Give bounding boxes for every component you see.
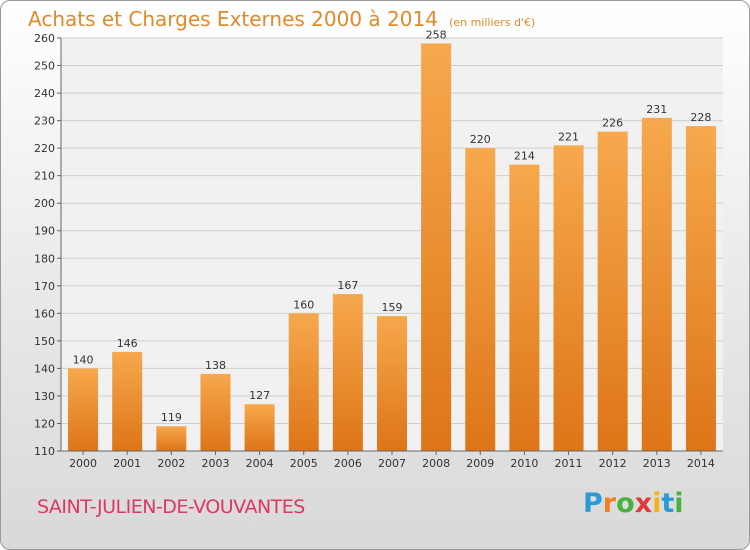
axes: 110 120 130 140 150 160 170 180 190 200 210 220 230 2… <box>34 32 723 470</box>
data-label-2002: 119 <box>161 411 182 424</box>
bar-2006 <box>332 294 363 451</box>
y-tick-label: 170 <box>34 280 55 293</box>
bar-2008 <box>421 43 452 452</box>
data-label-2004: 127 <box>249 389 270 402</box>
x-tick-label-2002: 2002 <box>157 457 185 470</box>
data-label-2000: 140 <box>73 353 94 366</box>
y-tick-label: 130 <box>34 390 55 403</box>
chart-unit: (en milliers d'€) <box>449 16 536 29</box>
data-label-2003: 138 <box>205 359 226 372</box>
y-tick-label: 150 <box>34 335 55 348</box>
x-tick-label-2003: 2003 <box>201 457 229 470</box>
y-tick-label: 140 <box>34 362 55 375</box>
bar-2010 <box>509 164 540 452</box>
y-tick-label: 120 <box>34 417 55 430</box>
bar-2011 <box>553 145 584 451</box>
x-tick-label-2004: 2004 <box>246 457 274 470</box>
bar-2004 <box>244 404 275 451</box>
x-tick-label-2007: 2007 <box>378 457 406 470</box>
y-tick-label: 210 <box>34 170 55 183</box>
x-tick-label-2012: 2012 <box>599 457 627 470</box>
bar-2012 <box>597 131 628 451</box>
x-tick-label-2000: 2000 <box>69 457 97 470</box>
y-tick-label: 240 <box>34 87 55 100</box>
data-label-2008: 258 <box>426 29 447 42</box>
data-label-2009: 220 <box>470 133 491 146</box>
data-label-2013: 231 <box>646 103 667 116</box>
proxiti-logo: Proxiti <box>583 488 684 519</box>
chart-title: Achats et Charges Externes 2000 à 2014 (… <box>28 7 535 31</box>
data-label-2014: 228 <box>690 111 711 124</box>
y-tick-label: 220 <box>34 142 55 155</box>
data-label-2001: 146 <box>117 337 138 350</box>
data-label-2007: 159 <box>382 301 403 314</box>
data-label-2012: 226 <box>602 117 623 130</box>
y-tick-label: 180 <box>34 252 55 265</box>
x-tick-label-2001: 2001 <box>113 457 141 470</box>
data-label-2005: 160 <box>293 298 314 311</box>
y-tick-label: 110 <box>34 445 55 458</box>
data-label-2011: 221 <box>558 130 579 143</box>
x-tick-label-2008: 2008 <box>422 457 450 470</box>
commune-name: SAINT-JULIEN-DE-VOUVANTES <box>37 496 305 518</box>
bars: 140 146 119 138 127 160 167 159 258 220 214 221 226 2… <box>68 29 716 452</box>
y-tick-label: 250 <box>34 60 55 73</box>
bar-2009 <box>465 148 496 451</box>
x-tick-label-2010: 2010 <box>510 457 538 470</box>
x-tick-label-2009: 2009 <box>466 457 494 470</box>
data-label-2010: 214 <box>514 150 535 163</box>
chart-title-text: Achats et Charges Externes 2000 à 2014 <box>28 7 438 31</box>
bar-2013 <box>641 117 672 451</box>
x-tick-label-2013: 2013 <box>643 457 671 470</box>
bar-2000 <box>68 368 99 451</box>
data-label-2006: 167 <box>337 279 358 292</box>
y-tick-label: 230 <box>34 115 55 128</box>
y-tick-label: 200 <box>34 197 55 210</box>
bar-2005 <box>288 313 319 451</box>
bar-2002 <box>156 426 187 451</box>
bar-2014 <box>685 126 716 452</box>
bar-2001 <box>112 351 143 451</box>
y-tick-label: 260 <box>34 32 55 45</box>
x-tick-label-2014: 2014 <box>687 457 715 470</box>
x-tick-label-2006: 2006 <box>334 457 362 470</box>
x-tick-label-2005: 2005 <box>290 457 318 470</box>
x-tick-label-2011: 2011 <box>555 457 583 470</box>
bar-2003 <box>200 373 231 451</box>
y-tick-label: 160 <box>34 307 55 320</box>
bar-2007 <box>376 316 408 451</box>
y-tick-label: 190 <box>34 225 55 238</box>
